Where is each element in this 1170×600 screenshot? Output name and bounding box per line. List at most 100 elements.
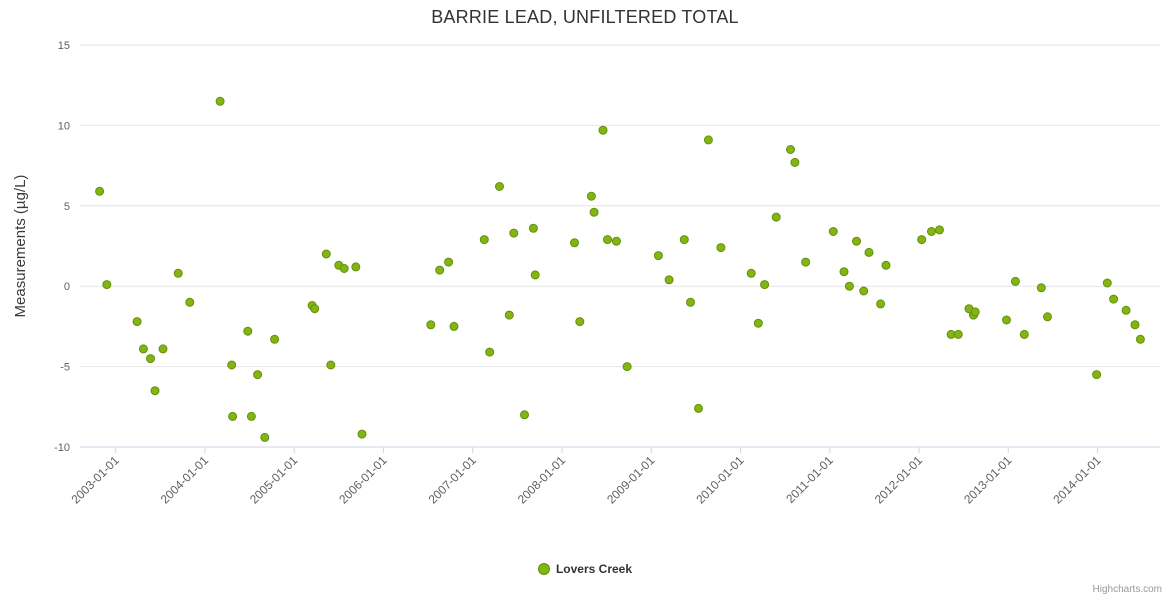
data-point[interactable]	[839, 267, 849, 277]
data-point[interactable]	[351, 262, 361, 272]
data-point[interactable]	[1130, 320, 1140, 330]
data-point[interactable]	[449, 321, 459, 331]
data-point[interactable]	[917, 235, 927, 245]
data-point[interactable]	[746, 268, 756, 278]
data-point[interactable]	[622, 362, 632, 372]
data-point[interactable]	[528, 223, 538, 233]
y-axis-title: Measurements (µg/L)	[12, 174, 29, 318]
y-axis-tick-label: 0	[64, 281, 70, 293]
data-point[interactable]	[1019, 329, 1029, 339]
legend-label: Lovers Creek	[555, 562, 633, 576]
x-axis-tick-label: 2008-01-01	[515, 453, 569, 507]
data-point[interactable]	[927, 227, 936, 236]
data-point[interactable]	[1135, 334, 1145, 344]
data-point[interactable]	[935, 225, 944, 235]
data-point[interactable]	[801, 257, 811, 267]
data-point[interactable]	[1043, 312, 1052, 322]
data-point[interactable]	[504, 310, 514, 320]
data-point[interactable]	[1121, 305, 1131, 315]
x-axis-tick-label: 2012-01-01	[872, 453, 926, 507]
data-point[interactable]	[876, 299, 886, 309]
data-point[interactable]	[611, 236, 621, 246]
data-point[interactable]	[243, 326, 253, 336]
data-point[interactable]	[270, 334, 280, 344]
data-point[interactable]	[260, 432, 270, 442]
data-point[interactable]	[828, 227, 838, 236]
data-point[interactable]	[158, 344, 168, 354]
data-point[interactable]	[586, 191, 596, 201]
x-axis-tick-label: 2013-01-01	[961, 453, 1015, 507]
data-point[interactable]	[357, 429, 367, 439]
data-point[interactable]	[246, 411, 256, 421]
data-point[interactable]	[310, 304, 320, 314]
data-point[interactable]	[146, 354, 155, 364]
data-point[interactable]	[686, 297, 695, 307]
data-point[interactable]	[435, 265, 445, 275]
data-point[interactable]	[520, 410, 529, 420]
data-point[interactable]	[228, 411, 238, 421]
data-point[interactable]	[653, 251, 663, 261]
data-point[interactable]	[589, 207, 599, 217]
data-point[interactable]	[426, 320, 436, 330]
legend-item[interactable]: Lovers Creek	[537, 562, 633, 576]
x-axis-tick-label: 2014-01-01	[1050, 453, 1104, 507]
data-point[interactable]	[495, 182, 504, 191]
data-point[interactable]	[694, 403, 703, 413]
data-point[interactable]	[679, 235, 689, 245]
data-point[interactable]	[703, 135, 713, 145]
data-point[interactable]	[771, 212, 781, 222]
data-point[interactable]	[102, 280, 112, 290]
data-point[interactable]	[786, 145, 795, 154]
data-point[interactable]	[1109, 294, 1119, 304]
data-point[interactable]	[321, 249, 331, 259]
data-point[interactable]	[150, 386, 160, 396]
data-point[interactable]	[598, 125, 608, 135]
credits-link[interactable]: Highcharts.com	[1092, 584, 1162, 595]
data-point[interactable]	[753, 318, 763, 328]
data-point[interactable]	[95, 186, 105, 196]
data-point[interactable]	[859, 286, 869, 296]
data-point[interactable]	[864, 247, 874, 257]
y-axis-tick-label: 10	[58, 120, 70, 132]
data-point[interactable]	[1002, 315, 1011, 325]
data-point[interactable]	[575, 317, 585, 327]
data-point[interactable]	[530, 270, 540, 280]
data-point[interactable]	[485, 347, 495, 357]
x-axis-tick-label: 2005-01-01	[247, 453, 301, 507]
data-point[interactable]	[1092, 370, 1102, 380]
data-point[interactable]	[173, 268, 183, 278]
data-point[interactable]	[790, 157, 800, 167]
data-point[interactable]	[479, 235, 489, 245]
data-point[interactable]	[844, 281, 854, 291]
data-point[interactable]	[253, 370, 263, 380]
data-point[interactable]	[185, 297, 195, 307]
data-point[interactable]	[444, 257, 454, 267]
data-point[interactable]	[953, 329, 963, 339]
legend-marker-icon	[537, 563, 550, 575]
data-point[interactable]	[664, 275, 674, 285]
y-axis-tick-label: 5	[64, 201, 70, 213]
x-axis-tick-label: 2011-01-01	[783, 453, 836, 506]
data-point[interactable]	[339, 264, 349, 273]
data-point[interactable]	[326, 360, 336, 370]
chart-title: BARRIE LEAD, UNFILTERED TOTAL	[431, 7, 739, 27]
data-point[interactable]	[570, 238, 579, 248]
data-point[interactable]	[1010, 276, 1020, 286]
data-point[interactable]	[881, 260, 891, 270]
x-axis-tick-label: 2006-01-01	[336, 453, 390, 507]
data-point[interactable]	[1036, 283, 1046, 293]
data-point[interactable]	[509, 228, 519, 238]
data-point[interactable]	[760, 280, 770, 290]
data-point[interactable]	[215, 96, 225, 106]
data-point[interactable]	[970, 307, 980, 317]
data-point[interactable]	[716, 243, 726, 253]
data-point[interactable]	[603, 235, 612, 245]
data-point[interactable]	[1102, 278, 1112, 288]
x-axis-tick-label: 2009-01-01	[604, 453, 658, 507]
data-point[interactable]	[138, 344, 148, 354]
data-point[interactable]	[852, 236, 861, 246]
data-point[interactable]	[227, 360, 237, 370]
data-point[interactable]	[132, 317, 142, 327]
